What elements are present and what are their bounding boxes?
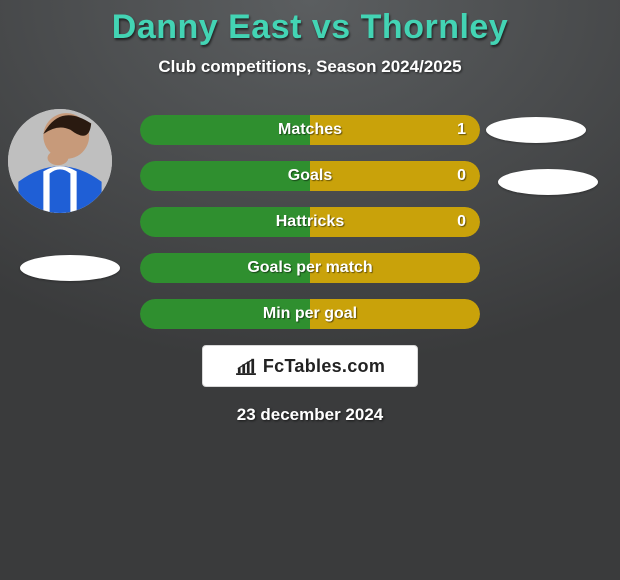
- stat-row: Matches 1: [140, 115, 480, 145]
- comparison-card: Danny East vs Thornley Club competitions…: [0, 0, 620, 580]
- subtitle: Club competitions, Season 2024/2025: [0, 57, 620, 77]
- player-right-flag-2: [498, 169, 598, 195]
- player-left-avatar: [8, 109, 112, 213]
- bar-chart-icon: [235, 357, 257, 375]
- date-text: 23 december 2024: [0, 405, 620, 425]
- stat-right-bar: [310, 161, 480, 191]
- stat-row: Hattricks 0: [140, 207, 480, 237]
- stat-row: Goals per match: [140, 253, 480, 283]
- stat-label: Goals per match: [247, 259, 372, 277]
- brand-badge: FcTables.com: [202, 345, 418, 387]
- player-right-flag-1: [486, 117, 586, 143]
- stat-label: Hattricks: [276, 213, 344, 231]
- stat-label: Goals: [288, 167, 332, 185]
- page-title: Danny East vs Thornley: [0, 0, 620, 47]
- player-left-flag: [20, 255, 120, 281]
- stat-row: Min per goal: [140, 299, 480, 329]
- stat-value-right: 1: [457, 121, 466, 139]
- stat-left-bar: [140, 161, 310, 191]
- avatar-icon: [8, 109, 112, 213]
- content-area: Matches 1 Goals 0 Hattricks 0 Goals per match M…: [0, 115, 620, 425]
- stat-value-right: 0: [457, 167, 466, 185]
- stat-label: Matches: [278, 121, 342, 139]
- brand-text: FcTables.com: [263, 356, 385, 377]
- stat-row: Goals 0: [140, 161, 480, 191]
- stat-label: Min per goal: [263, 305, 357, 323]
- stat-value-right: 0: [457, 213, 466, 231]
- stats-rows: Matches 1 Goals 0 Hattricks 0 Goals per match M…: [140, 115, 480, 329]
